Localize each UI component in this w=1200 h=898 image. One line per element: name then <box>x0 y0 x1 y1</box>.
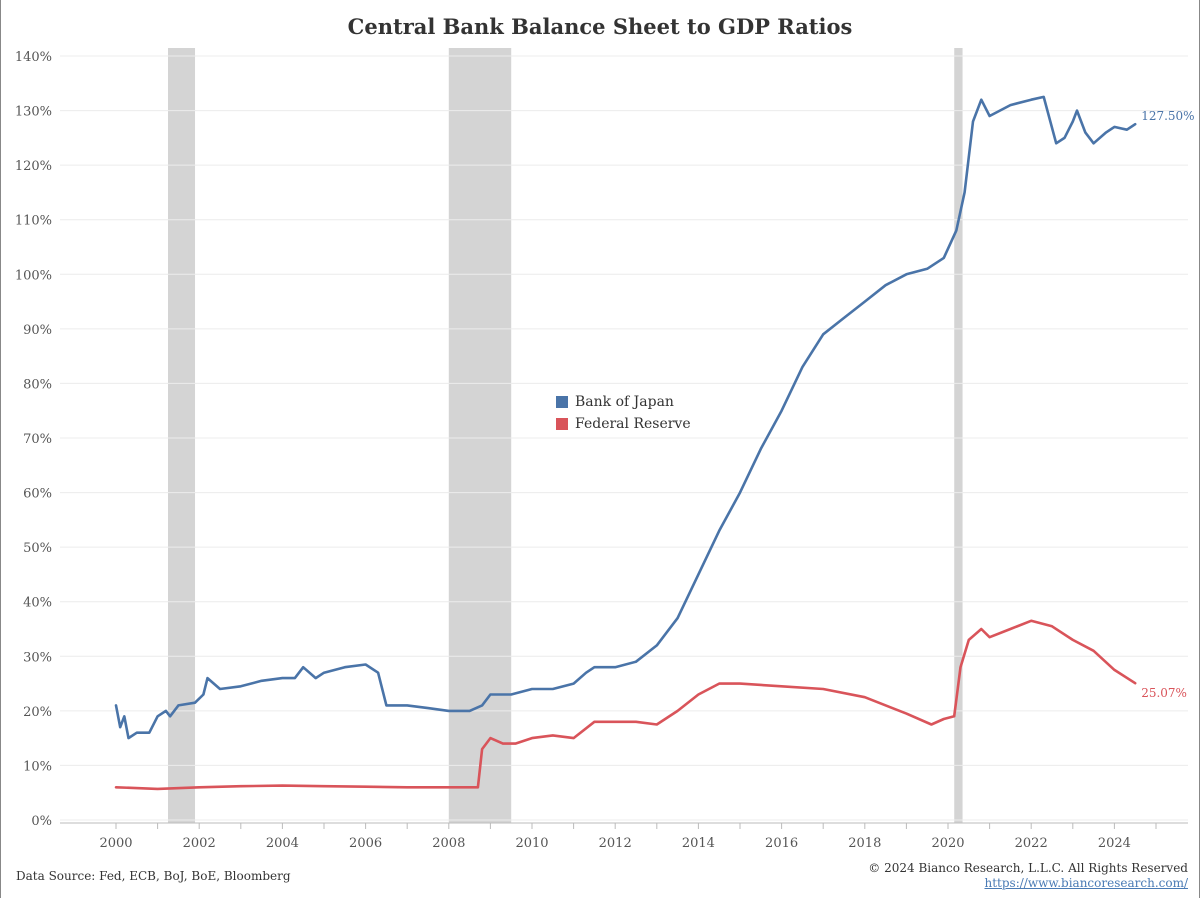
x-tick-2016: 2016 <box>765 836 798 851</box>
y-tick-10: 10% <box>23 759 52 774</box>
recession-shade-3 <box>954 48 963 823</box>
legend: Bank of Japan Federal Reserve <box>556 391 691 435</box>
legend-item-bank-of-japan: Bank of Japan <box>556 391 691 413</box>
legend-item-federal-reserve: Federal Reserve <box>556 413 691 435</box>
x-tick-2000: 2000 <box>99 836 132 851</box>
data-source-note: Data Source: Fed, ECB, BoJ, BoE, Bloombe… <box>16 869 291 883</box>
y-tick-70: 70% <box>23 432 52 447</box>
y-tick-140: 140% <box>15 50 52 65</box>
recession-shade-1 <box>168 48 196 823</box>
y-tick-60: 60% <box>23 487 52 502</box>
y-tick-80: 80% <box>23 377 52 392</box>
x-tick-2006: 2006 <box>349 836 382 851</box>
y-tick-30: 30% <box>23 650 52 665</box>
end-label-federal-reserve: 25.07% <box>1141 686 1187 700</box>
x-tick-2008: 2008 <box>432 836 465 851</box>
x-tick-2022: 2022 <box>1015 836 1048 851</box>
y-tick-130: 130% <box>15 105 52 120</box>
legend-swatch-federal-reserve <box>556 418 568 430</box>
x-tick-2014: 2014 <box>682 836 715 851</box>
y-tick-90: 90% <box>23 323 52 338</box>
x-tick-2024: 2024 <box>1098 836 1131 851</box>
y-tick-100: 100% <box>15 268 52 283</box>
y-tick-120: 120% <box>15 159 52 174</box>
x-tick-2018: 2018 <box>848 836 881 851</box>
y-tick-20: 20% <box>23 705 52 720</box>
legend-swatch-bank-of-japan <box>556 396 568 408</box>
legend-label-bank-of-japan: Bank of Japan <box>575 394 674 410</box>
x-tick-2002: 2002 <box>183 836 216 851</box>
x-tick-2020: 2020 <box>931 836 964 851</box>
x-tick-2012: 2012 <box>599 836 632 851</box>
y-tick-40: 40% <box>23 596 52 611</box>
website-link[interactable]: https://www.biancoresearch.com/ <box>984 876 1188 890</box>
x-tick-2010: 2010 <box>515 836 548 851</box>
chart-title: Central Bank Balance Sheet to GDP Ratios <box>347 14 853 39</box>
series-line-bank-of-japan <box>114 95 1137 740</box>
y-tick-50: 50% <box>23 541 52 556</box>
series-line-federal-reserve <box>114 619 1137 791</box>
x-tick-2004: 2004 <box>266 836 299 851</box>
copyright-note: © 2024 Bianco Research, L.L.C. All Right… <box>868 861 1188 875</box>
y-tick-0: 0% <box>31 814 52 829</box>
end-label-bank-of-japan: 127.50% <box>1141 109 1194 123</box>
legend-label-federal-reserve: Federal Reserve <box>575 416 691 432</box>
y-tick-110: 110% <box>15 214 52 229</box>
